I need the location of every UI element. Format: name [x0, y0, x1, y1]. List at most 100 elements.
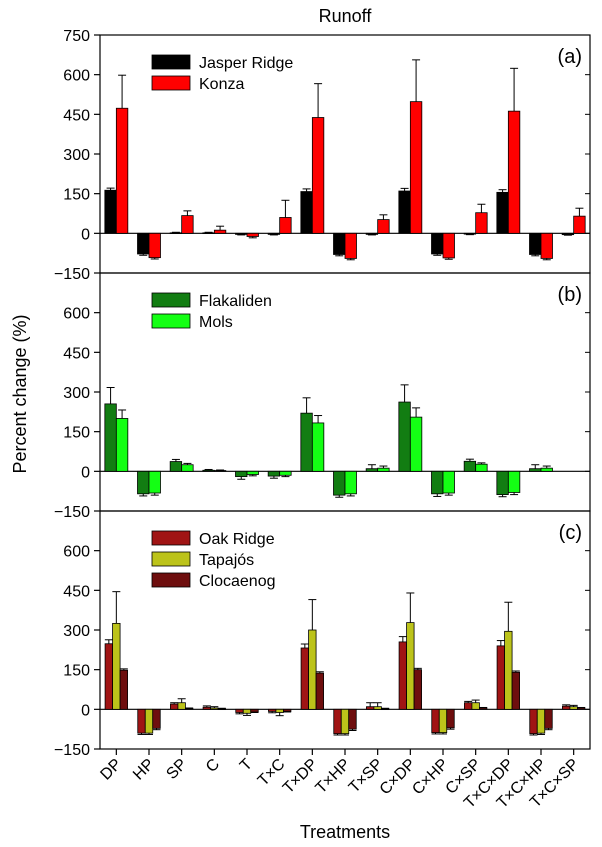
bar [409, 101, 423, 234]
bar [104, 189, 117, 234]
y-tick-label: 150 [63, 663, 90, 680]
bar [431, 232, 444, 255]
bar [170, 703, 179, 710]
bar [544, 708, 553, 729]
x-tick-label: T×DP [280, 756, 321, 797]
bar [540, 232, 553, 259]
legend-swatch [151, 292, 191, 308]
bar [115, 107, 129, 234]
legend-swatch [151, 54, 191, 70]
y-tick-label: 300 [63, 623, 90, 640]
x-axis-label: Treatments [300, 822, 390, 842]
bar [463, 232, 477, 235]
bar [202, 469, 215, 472]
legend-label: Oak Ridge [199, 531, 275, 548]
panel-2: −150 0 150 300 450 600 (b) Flakaliden Mols [54, 272, 591, 521]
bar [365, 468, 379, 472]
y-tick-label: 450 [63, 107, 90, 124]
y-tick-label: 300 [63, 385, 90, 402]
legend-swatch [151, 313, 191, 329]
y-tick-label: 0 [81, 226, 90, 243]
bar [475, 212, 488, 234]
bar [442, 232, 455, 259]
bar [431, 708, 440, 734]
legend-label: Jasper Ridge [199, 55, 293, 72]
bar [561, 232, 575, 236]
bar [511, 671, 520, 710]
bar [569, 706, 578, 710]
chart-title: Runoff [319, 6, 373, 26]
bar [181, 464, 194, 472]
x-tick-label: C×DP [377, 756, 420, 799]
bar [152, 708, 161, 729]
bar [536, 708, 546, 734]
bar [104, 643, 113, 710]
bar [409, 416, 423, 472]
bar [377, 219, 390, 234]
bar [315, 672, 324, 710]
bar [507, 470, 521, 493]
bar [333, 708, 342, 735]
bar [169, 232, 183, 235]
y-tick-label: 0 [81, 702, 90, 719]
bar [144, 708, 154, 734]
legend-swatch [151, 75, 191, 91]
panel-label: (a) [558, 46, 582, 68]
legend-swatch [151, 551, 191, 567]
bar [246, 470, 259, 475]
bar [504, 630, 513, 710]
bar [137, 708, 146, 734]
bar [177, 702, 186, 710]
bar [300, 647, 309, 710]
y-tick-label: 300 [63, 147, 90, 164]
bar [348, 708, 357, 730]
x-tick-label: C [203, 756, 223, 776]
bar [381, 708, 390, 711]
bar [573, 215, 586, 234]
bar [137, 470, 150, 495]
bar [202, 232, 215, 235]
bar [267, 470, 281, 477]
bar [112, 622, 121, 710]
bar [300, 412, 313, 472]
bar [283, 708, 292, 712]
bar [496, 470, 509, 496]
bar [479, 707, 488, 710]
bar [398, 641, 407, 710]
bar [137, 232, 150, 255]
legend-label: Clocaenog [199, 573, 276, 590]
panel-label: (c) [559, 522, 582, 544]
bar [279, 217, 292, 234]
bar [398, 190, 411, 234]
bar [235, 470, 248, 478]
panel-1: −150 0 150 300 450 600 750 (a) Jasper Ridge Konza [54, 28, 591, 283]
legend-swatch [151, 572, 191, 588]
bar [496, 191, 509, 234]
bar [308, 629, 317, 710]
bar [529, 468, 542, 472]
bar [115, 418, 129, 472]
y-tick-label: 450 [63, 583, 90, 600]
bar [446, 708, 455, 729]
y-tick-label: 0 [81, 464, 90, 481]
y-tick-label: 750 [63, 28, 90, 45]
legend-swatch [151, 530, 191, 546]
y-tick-label: 600 [63, 544, 90, 561]
bar [340, 708, 350, 735]
bar [413, 669, 422, 710]
legend-label: Konza [199, 76, 244, 93]
bar [365, 232, 379, 235]
bar [279, 470, 292, 476]
bar [366, 706, 375, 710]
bar [185, 708, 194, 710]
y-tick-label: 600 [63, 306, 90, 323]
bar [213, 470, 227, 472]
y-tick-label: 450 [63, 345, 90, 362]
bar [496, 645, 505, 710]
bar [148, 232, 161, 259]
bar [475, 463, 488, 472]
x-tick-label: T×HP [313, 756, 354, 797]
x-tick-label: C×HP [409, 756, 452, 799]
bar [398, 401, 411, 472]
